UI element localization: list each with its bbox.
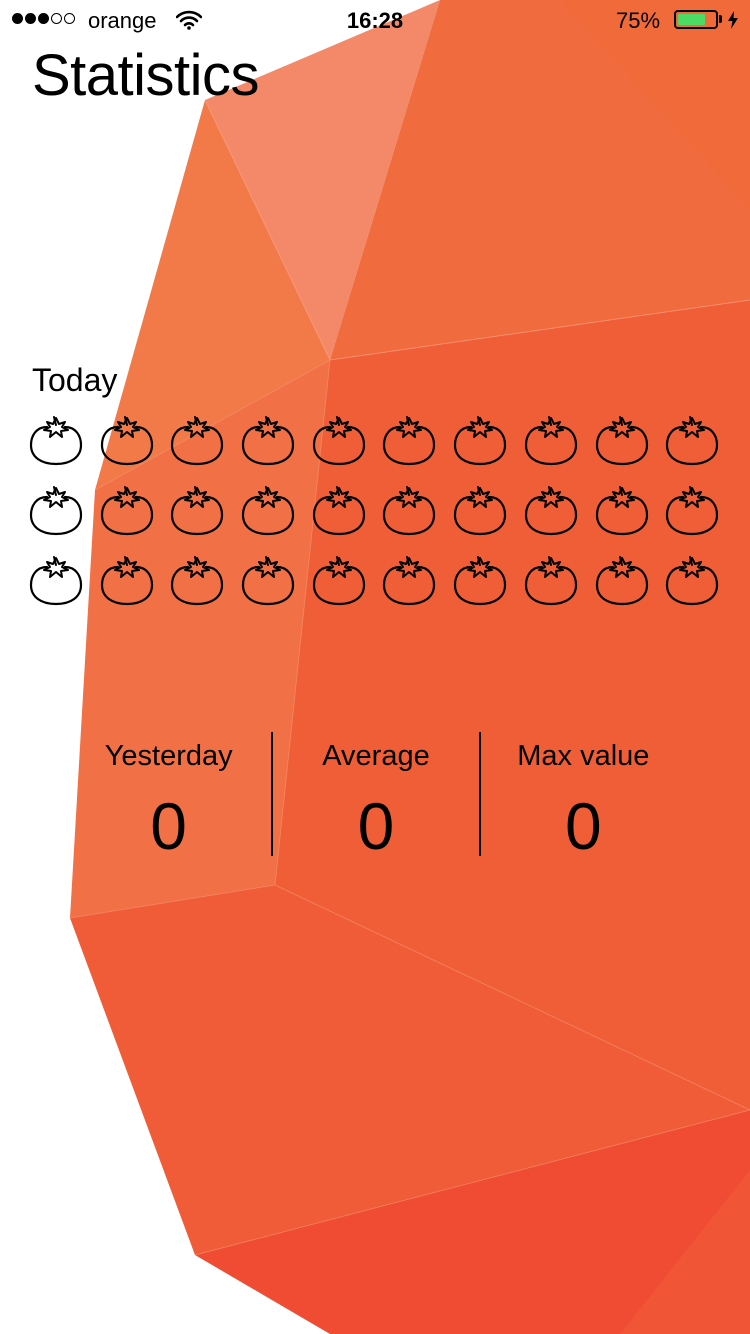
signal-dot [38, 13, 49, 24]
battery-icon [674, 10, 718, 29]
signal-dot [64, 13, 75, 24]
today-tomato-grid [28, 412, 728, 608]
tomato-icon [381, 482, 437, 538]
status-bar: orange 16:28 75% [0, 0, 750, 40]
tomato-icon [594, 552, 650, 608]
tomato-icon [452, 412, 508, 468]
tomato-icon [664, 552, 720, 608]
stat-label: Average [322, 740, 430, 772]
stat-max-value: Max value 0 [478, 732, 686, 862]
signal-dot [25, 13, 36, 24]
signal-strength [12, 13, 75, 24]
clock: 16:28 [346, 8, 404, 33]
battery-fill [678, 14, 705, 25]
tomato-icon [664, 482, 720, 538]
wifi-icon [176, 10, 202, 30]
tomato-icon [99, 412, 155, 468]
stat-value: 0 [150, 789, 188, 863]
tomato-icon [99, 552, 155, 608]
battery-percent: 75% [616, 8, 661, 33]
signal-dot [51, 13, 62, 24]
tomato-icon [99, 482, 155, 538]
tomato-icon [594, 482, 650, 538]
stat-yesterday: Yesterday 0 [66, 732, 271, 862]
tomato-icon [311, 552, 367, 608]
tomato-icon [28, 412, 84, 468]
tomato-icon [169, 482, 225, 538]
carrier-name: orange [88, 8, 157, 33]
tomato-icon [594, 412, 650, 468]
stat-label: Yesterday [104, 740, 233, 772]
tomato-icon [452, 482, 508, 538]
tomato-icon [523, 482, 579, 538]
signal-dot [12, 13, 23, 24]
tomato-icon [240, 412, 296, 468]
stats-summary: Yesterday 0 Average 0 Max value 0 [66, 732, 686, 862]
tomato-icon [28, 482, 84, 538]
stat-value: 0 [564, 789, 602, 863]
tomato-icon [523, 412, 579, 468]
tomato-icon [452, 552, 508, 608]
tomato-icon [28, 552, 84, 608]
tomato-icon [381, 412, 437, 468]
tomato-icon [311, 412, 367, 468]
charging-bolt-icon [728, 11, 738, 29]
tomato-icon [169, 552, 225, 608]
page-title: Statistics [32, 43, 260, 108]
tomato-icon [240, 552, 296, 608]
today-label: Today [32, 362, 118, 398]
tomato-icon [311, 482, 367, 538]
tomato-icon [664, 412, 720, 468]
tomato-icon [169, 412, 225, 468]
stat-value: 0 [357, 789, 395, 863]
tomato-icon [381, 552, 437, 608]
tomato-icon [523, 552, 579, 608]
stat-label: Max value [517, 740, 650, 772]
stat-average: Average 0 [271, 732, 478, 862]
battery-nub [719, 15, 722, 23]
tomato-icon [240, 482, 296, 538]
